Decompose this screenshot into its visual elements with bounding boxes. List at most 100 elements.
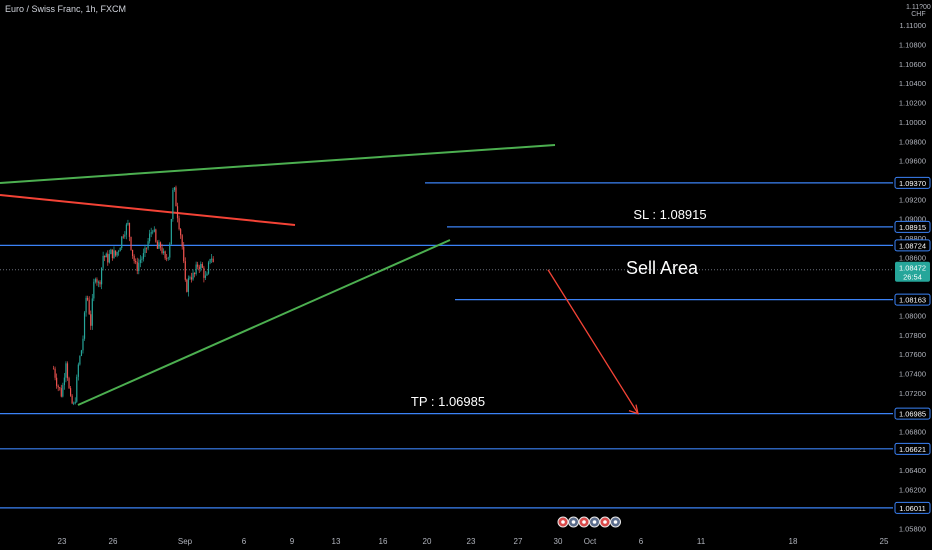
candle-body-10: [68, 378, 70, 389]
candle-body-66: [155, 229, 157, 242]
candle-body-49: [128, 222, 131, 237]
candle-body-22: [87, 297, 89, 300]
price-tick-label: 1.10400: [899, 79, 926, 88]
candle-body-44: [121, 236, 123, 249]
candle-body-45: [122, 236, 124, 238]
candle-body-19: [82, 338, 84, 351]
currency-top-tick: 1.11?00: [906, 4, 931, 11]
currency-label: 1.11?00 CHF: [906, 4, 931, 18]
candle-body-69: [159, 242, 162, 248]
time-tick-label: 30: [554, 537, 563, 546]
price-tick-label: 1.07800: [899, 331, 926, 340]
candle-body-53: [135, 260, 137, 263]
time-tick-label: 26: [109, 537, 118, 546]
candle-body-15: [76, 376, 78, 402]
candle-countdown-label: 26:54: [903, 273, 922, 282]
time-tick-label: Oct: [584, 537, 597, 546]
candle-body-4: [59, 387, 61, 389]
level-price-label: 1.09370: [899, 179, 926, 188]
horizontal-levels: [0, 182, 893, 509]
rising-support-line: [77, 239, 451, 406]
candle-body-95: [200, 263, 202, 269]
candle-body-31: [100, 267, 103, 285]
candle-body-73: [166, 258, 168, 260]
candle-body-27: [94, 279, 96, 282]
time-axis[interactable]: 23 26 Sep 6 9 13 16 20 23 27 30 Oct 6 11 18 25: [58, 537, 889, 546]
candle-body-16: [77, 364, 79, 377]
candle-body-52: [133, 256, 135, 261]
tp-label: TP : 1.06985: [411, 394, 485, 409]
candle-body-41: [116, 251, 118, 256]
candle-body-47: [125, 224, 127, 235]
candle-body-8: [65, 363, 67, 378]
event-markers[interactable]: [557, 516, 621, 528]
price-tick-label: 1.05800: [899, 524, 926, 533]
event-marker-dot: [582, 520, 586, 524]
candle-body-83: [181, 235, 183, 247]
event-marker-dot: [603, 520, 607, 524]
candle-body-46: [124, 234, 126, 237]
candle-body-76: [170, 219, 172, 245]
current-price-box: [895, 261, 930, 282]
price-tick-label: 1.10000: [899, 118, 926, 127]
candle-body-61: [147, 241, 149, 249]
time-tick-label: 11: [697, 537, 706, 546]
candles: [52, 185, 214, 406]
candle-body-26: [93, 281, 95, 299]
candle-body-43: [119, 248, 121, 252]
price-tick-label: 1.08800: [899, 234, 926, 243]
candle-body-85: [184, 261, 186, 280]
candle-body-79: [175, 187, 177, 207]
candle-body-6: [62, 385, 64, 397]
candle-body-63: [150, 232, 152, 234]
price-tick-label: 1.07600: [899, 350, 926, 359]
price-axis[interactable]: 1.058001.060001.062001.064001.066001.068…: [893, 0, 932, 550]
candle-body-50: [130, 236, 132, 250]
candle-body-13: [73, 403, 75, 405]
level-price-label: 1.08724: [899, 241, 926, 250]
candle-body-17: [79, 355, 81, 365]
candle-body-84: [183, 246, 185, 262]
candle-body-40: [114, 250, 117, 256]
current-price-label: 1.08472: [899, 264, 926, 273]
event-marker-dot: [592, 520, 597, 524]
level-price-box: [894, 220, 931, 233]
time-tick-label: 6: [639, 537, 644, 546]
candle-body-38: [111, 249, 114, 259]
candle-body-86: [186, 279, 188, 292]
candle-body-78: [173, 187, 176, 190]
trend-lines: [0, 144, 556, 406]
candle-body-89: [190, 277, 193, 280]
time-tick-label: 23: [467, 537, 476, 546]
level-price-label: 1.06011: [899, 504, 926, 513]
candle-body-24: [90, 314, 92, 326]
time-tick-label: 20: [423, 537, 432, 546]
candle-body-101: [209, 259, 211, 263]
candle-body-48: [127, 222, 129, 225]
currency-code: CHF: [911, 11, 926, 18]
candle-body-72: [164, 251, 166, 259]
candle-body-9: [66, 363, 69, 379]
candle-body-23: [88, 299, 90, 315]
price-tick-label: 1.10600: [899, 60, 926, 69]
arrow-head: [628, 404, 639, 415]
candle-body-96: [201, 263, 203, 268]
candle-body-25: [91, 298, 93, 326]
candle-body-68: [158, 242, 160, 249]
candle-body-3: [57, 385, 59, 388]
time-tick-label: 9: [290, 537, 295, 546]
candle-body-97: [203, 267, 205, 278]
sell-area-label: Sell Area: [626, 258, 699, 278]
candle-body-56: [139, 259, 141, 263]
candle-body-37: [110, 249, 112, 255]
arrow-shaft: [547, 269, 639, 414]
red-resistance-line: [0, 194, 296, 226]
upper-channel-line: [0, 144, 556, 184]
event-marker-dot: [613, 520, 618, 524]
level-price-box: [894, 407, 931, 420]
candle-body-65: [153, 229, 155, 232]
candle-body-80: [176, 206, 179, 219]
price-tick-label: 1.10800: [899, 41, 926, 50]
price-tick-label: 1.06400: [899, 466, 926, 475]
